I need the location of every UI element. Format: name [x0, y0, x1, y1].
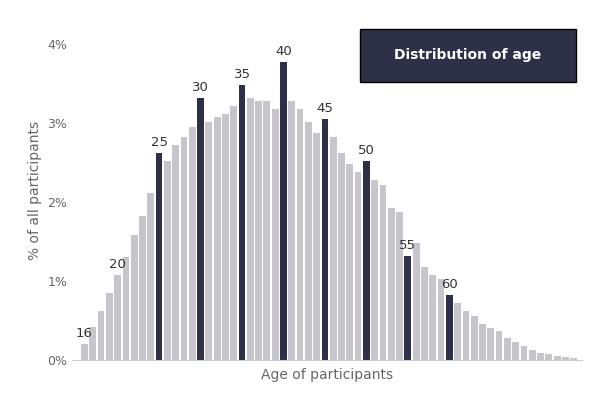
Text: 25: 25	[151, 136, 167, 149]
Bar	[512, 342, 519, 360]
Bar	[89, 327, 96, 360]
Bar	[388, 208, 395, 360]
Bar	[380, 184, 386, 360]
Text: 35: 35	[233, 68, 251, 81]
Bar	[106, 293, 113, 360]
Bar	[471, 317, 478, 360]
Bar	[446, 295, 453, 360]
Bar	[122, 257, 130, 360]
Bar	[181, 137, 187, 360]
Bar	[289, 101, 295, 360]
Bar	[496, 332, 502, 360]
Text: 45: 45	[316, 102, 334, 115]
Text: 40: 40	[275, 45, 292, 58]
Bar	[463, 311, 469, 360]
Bar	[479, 324, 486, 360]
Bar	[263, 101, 270, 360]
Bar	[521, 346, 527, 360]
Bar	[322, 119, 328, 360]
Bar	[148, 193, 154, 360]
Bar	[355, 172, 361, 360]
Bar	[363, 161, 370, 360]
Bar	[529, 350, 536, 360]
Bar	[562, 357, 569, 360]
Bar	[545, 354, 552, 360]
Bar	[81, 344, 88, 360]
Bar	[437, 279, 445, 360]
Text: 55: 55	[400, 239, 416, 252]
Text: 30: 30	[192, 81, 209, 94]
Bar	[454, 303, 461, 360]
Bar	[239, 85, 245, 360]
Text: 16: 16	[76, 327, 93, 340]
Bar	[396, 211, 403, 360]
Bar	[421, 267, 428, 360]
Bar	[338, 153, 345, 360]
Bar	[413, 243, 419, 360]
Bar	[430, 275, 436, 360]
Text: Distribution of age: Distribution of age	[394, 48, 542, 62]
Bar	[247, 98, 254, 360]
Text: 20: 20	[109, 258, 126, 271]
Bar	[222, 114, 229, 360]
Text: 60: 60	[441, 278, 458, 291]
Bar	[131, 235, 137, 360]
Bar	[214, 117, 221, 360]
Bar	[280, 61, 287, 360]
Bar	[230, 106, 237, 360]
Bar	[554, 356, 560, 360]
Bar	[305, 121, 312, 360]
Bar	[172, 145, 179, 360]
Bar	[155, 153, 163, 360]
Bar	[205, 121, 212, 360]
Bar	[189, 127, 196, 360]
Bar	[346, 164, 353, 360]
Bar	[371, 180, 378, 360]
Bar	[98, 311, 104, 360]
Bar	[139, 216, 146, 360]
Bar	[296, 109, 304, 360]
Bar	[330, 137, 337, 360]
Bar	[114, 275, 121, 360]
Bar	[537, 353, 544, 360]
Bar	[255, 101, 262, 360]
Bar	[197, 98, 204, 360]
Bar	[487, 328, 494, 360]
Bar	[313, 133, 320, 360]
Bar	[504, 338, 511, 360]
X-axis label: Age of participants: Age of participants	[261, 368, 393, 382]
Bar	[164, 161, 171, 360]
Bar	[404, 256, 411, 360]
Bar	[571, 358, 577, 360]
Text: 50: 50	[358, 144, 375, 157]
Y-axis label: % of all participants: % of all participants	[28, 121, 41, 260]
Bar	[272, 109, 278, 360]
